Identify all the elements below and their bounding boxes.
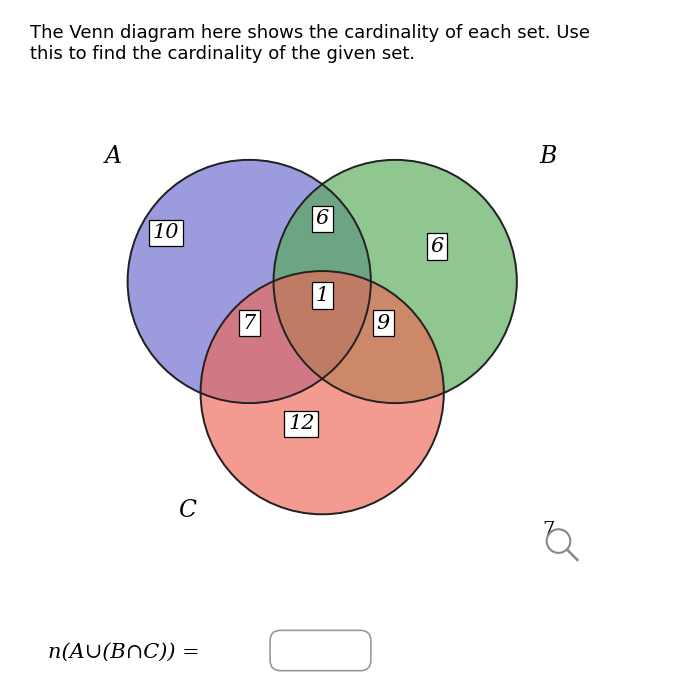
Text: n(A∪(B∩C)) =: n(A∪(B∩C)) = [48, 642, 199, 662]
Text: C: C [178, 499, 196, 523]
Text: 7: 7 [542, 521, 554, 539]
Text: B: B [540, 145, 557, 168]
Circle shape [201, 271, 444, 514]
Text: 7: 7 [243, 313, 256, 333]
Text: A: A [105, 145, 122, 168]
Circle shape [127, 160, 371, 403]
Text: 1: 1 [316, 286, 329, 305]
Text: The Venn diagram here shows the cardinality of each set. Use
this to find the ca: The Venn diagram here shows the cardinal… [30, 24, 590, 63]
FancyBboxPatch shape [270, 630, 371, 671]
Text: 10: 10 [153, 223, 179, 243]
Text: 9: 9 [377, 313, 390, 333]
Text: 12: 12 [288, 414, 314, 434]
Text: 6: 6 [430, 237, 444, 256]
Text: 6: 6 [316, 209, 329, 229]
Circle shape [274, 160, 517, 403]
